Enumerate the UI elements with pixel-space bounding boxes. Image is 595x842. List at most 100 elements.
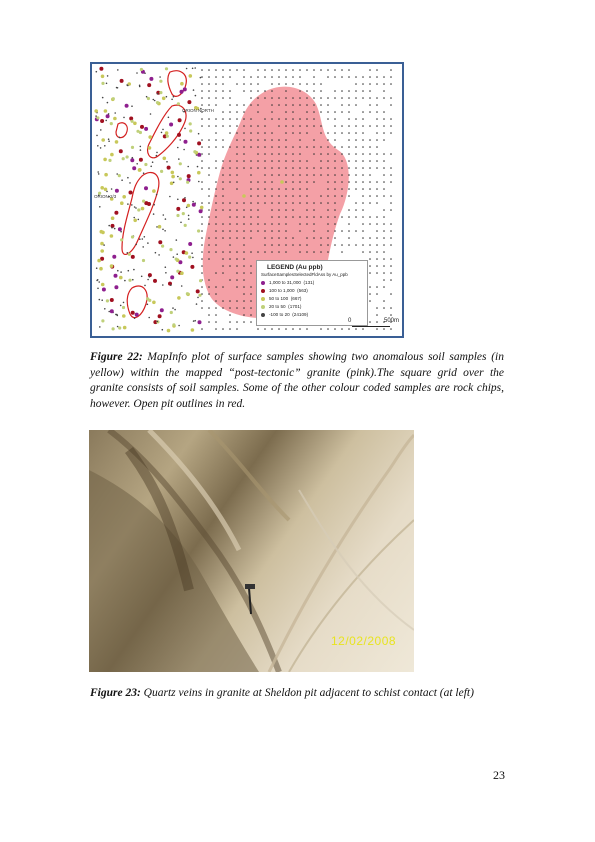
sample-dot (285, 125, 287, 127)
sample-dot (197, 229, 201, 233)
sample-dot (215, 181, 217, 183)
sample-dot (250, 160, 252, 162)
sample-dot (257, 104, 259, 106)
sample-dot (264, 90, 266, 92)
sample-dot (121, 305, 126, 310)
sample-dot (327, 328, 329, 330)
sample-dot (191, 202, 196, 207)
sample-dot (201, 160, 203, 162)
sample-dot (292, 83, 294, 85)
sample-dot (99, 206, 101, 208)
sample-dot (103, 109, 108, 113)
sample-dot (313, 76, 315, 78)
scale-end: 500m (384, 318, 400, 324)
sample-dot (229, 76, 231, 78)
sample-dot (229, 160, 231, 162)
sample-dot (229, 202, 231, 204)
sample-dot (101, 138, 105, 142)
sample-dot (264, 97, 266, 99)
sample-dot (95, 115, 97, 117)
sample-dot (137, 218, 140, 221)
sample-dot (313, 216, 315, 218)
sample-dot (201, 97, 203, 99)
sample-dot (129, 182, 131, 184)
sample-dot (383, 125, 385, 127)
sample-dot (147, 83, 152, 88)
legend-title: LEGEND (Au ppb) (267, 264, 323, 271)
sample-dot (362, 97, 364, 99)
sample-dot (196, 165, 199, 168)
sample-dot (190, 328, 195, 332)
sample-dot (222, 307, 224, 309)
sample-dot (369, 76, 371, 78)
sample-dot (236, 181, 238, 183)
sample-dot (264, 153, 266, 155)
sample-dot (112, 254, 117, 259)
sample-dot (320, 251, 322, 253)
sample-dot (243, 132, 245, 134)
sample-dot (171, 98, 173, 101)
sample-dot (278, 202, 280, 204)
sample-dot (106, 101, 109, 104)
sample-dot (369, 258, 371, 260)
sample-dot (222, 209, 224, 211)
sample-dot (133, 268, 135, 271)
sample-dot (236, 125, 238, 127)
sample-dot (362, 244, 364, 246)
sample-dot (188, 255, 192, 259)
sample-dot (229, 132, 231, 134)
sample-dot (334, 230, 336, 232)
sample-dot (129, 116, 134, 121)
sample-dot (197, 141, 202, 146)
sample-dot (390, 202, 392, 204)
sample-dot (292, 237, 294, 239)
sample-dot (142, 199, 146, 203)
sample-dot (125, 155, 129, 159)
sample-dot (229, 97, 231, 99)
photo-datestamp: 12/02/2008 (331, 634, 397, 648)
sample-dot (187, 218, 190, 220)
sample-dot (192, 89, 195, 91)
sample-dot (229, 111, 231, 113)
sample-dot (292, 104, 294, 106)
sample-dot (264, 69, 266, 71)
sample-dot (362, 223, 364, 225)
sample-dot (278, 104, 280, 106)
sample-dot (144, 284, 146, 287)
sample-dot (327, 97, 329, 99)
sample-dot (264, 223, 266, 225)
sample-dot (334, 160, 336, 162)
sample-dot (113, 227, 116, 230)
sample-dot (130, 254, 135, 259)
sample-dot (118, 326, 122, 330)
sample-dot (369, 244, 371, 246)
sample-dot (257, 76, 259, 78)
sample-dot (195, 289, 200, 294)
sample-dot (369, 111, 371, 113)
sample-dot (327, 223, 329, 225)
sample-dot (320, 328, 322, 330)
sample-dot (376, 286, 378, 288)
sample-dot (144, 72, 146, 74)
sample-dot (236, 153, 238, 155)
sample-dot (176, 102, 180, 106)
sample-dot (306, 251, 308, 253)
sample-dot (153, 203, 155, 206)
sample-dot (180, 81, 184, 86)
sample-dot (271, 209, 273, 211)
legend-count: (667) (290, 296, 302, 301)
sample-dot (208, 293, 210, 295)
sample-dot (250, 139, 252, 141)
sample-dot (208, 69, 210, 71)
sample-dot (348, 216, 350, 218)
sample-dot (243, 321, 245, 323)
sample-dot (369, 167, 371, 169)
sample-dot (243, 111, 245, 113)
sample-dot (116, 173, 118, 175)
sample-dot (104, 308, 106, 310)
sample-dot (257, 167, 259, 169)
legend-entry: -100 to 20 (24109) (261, 311, 308, 318)
sample-dot (108, 158, 112, 162)
sample-dot (362, 167, 364, 169)
sample-dot (138, 85, 141, 88)
